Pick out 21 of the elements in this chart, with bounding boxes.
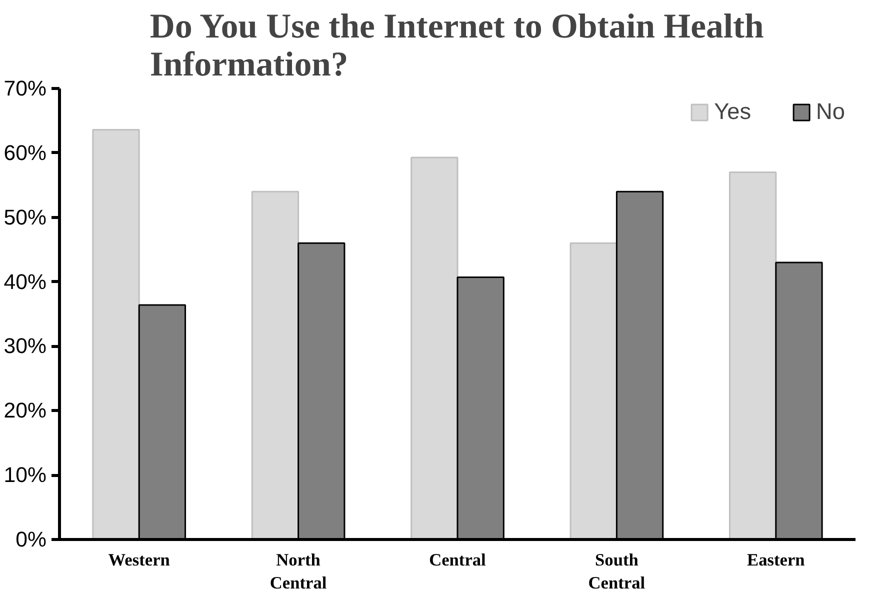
x-tick-label: South Central	[588, 550, 646, 592]
y-tick-label: 30%	[4, 334, 47, 358]
legend-label: Yes	[714, 98, 752, 125]
bar	[570, 242, 618, 540]
y-tick-label: 50%	[4, 205, 47, 230]
y-tick-label: 0%	[16, 528, 47, 552]
bar	[410, 156, 458, 540]
bar	[92, 128, 140, 540]
legend-label: No	[816, 98, 845, 125]
y-tick-label: 60%	[4, 140, 47, 165]
x-tick-label: North Central	[270, 550, 327, 592]
y-tick-label: 40%	[4, 270, 47, 294]
bar	[251, 190, 300, 540]
chart-title: Do You Use the Internet to Obtain Health Information?	[150, 8, 764, 84]
x-tick-label: Central	[429, 550, 486, 570]
y-tick-label: 20%	[4, 398, 47, 423]
x-tick-label: Western	[108, 550, 170, 570]
bar	[728, 172, 777, 540]
y-tick-label: 10%	[4, 463, 47, 488]
y-tick-label: 70%	[4, 76, 47, 100]
x-tick-label: Eastern	[747, 550, 806, 570]
